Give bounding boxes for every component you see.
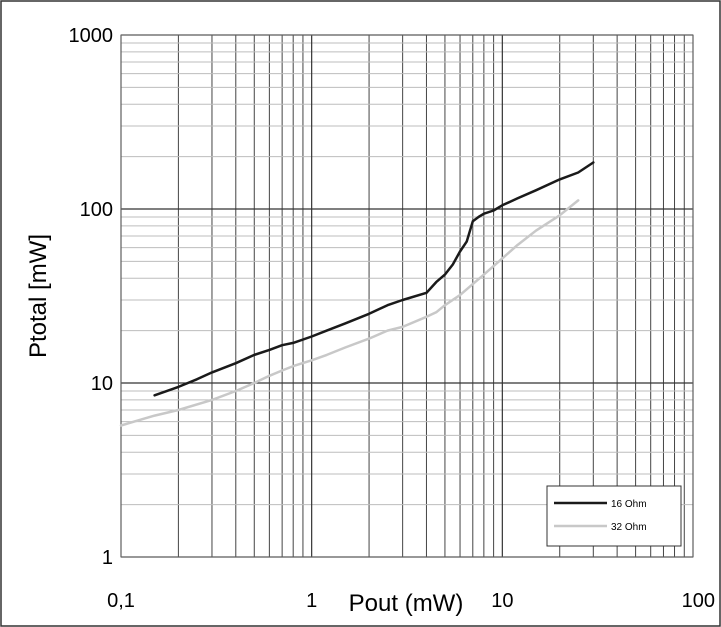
series-layer (119, 161, 595, 427)
x-axis-title: Pout (mW) (349, 590, 464, 617)
plot-area-border (120, 34, 694, 558)
y-tick-label: 100 (80, 199, 113, 221)
x-tick-label: 1 (306, 590, 317, 612)
series-line-2 (119, 199, 580, 427)
legend: 16 Ohm 32 Ohm (546, 485, 682, 547)
x-tick-label: 10 (491, 590, 513, 612)
x-tick-label: 0,1 (107, 590, 135, 612)
legend-label: 16 Ohm (611, 499, 647, 510)
y-tick-label: 10 (91, 373, 113, 395)
y-axis-title: Ptotal [mW] (25, 234, 52, 358)
y-tick-label: 1000 (69, 25, 114, 47)
minor-grid (121, 35, 693, 557)
y-tick-labels: 1 10 100 1000 (69, 25, 114, 569)
legend-box (546, 485, 682, 547)
series-line-1 (153, 161, 595, 397)
x-tick-label: 100 (682, 590, 715, 612)
legend-label: 32 Ohm (611, 522, 647, 533)
y-tick-label: 1 (102, 547, 113, 569)
x-tick-labels: 0,1 1 10 100 (107, 590, 715, 612)
